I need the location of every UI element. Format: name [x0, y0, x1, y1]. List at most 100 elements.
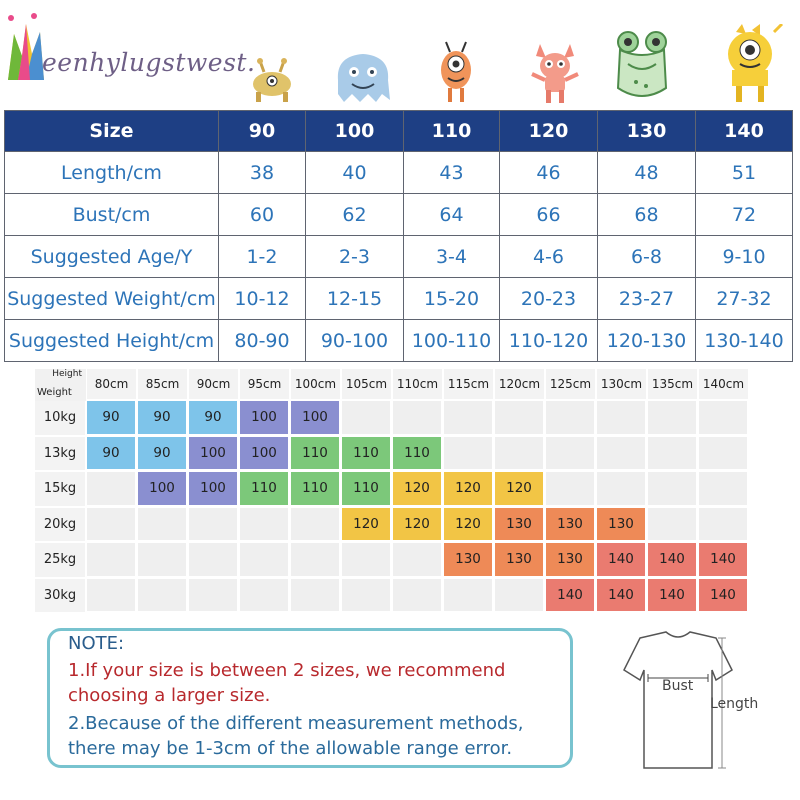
blob-monster-icon [337, 54, 390, 102]
grid-cell: 90 [138, 401, 186, 434]
grid-cell: 140 [597, 578, 645, 611]
grid-cell [291, 543, 339, 576]
table-cell: 15-20 [403, 277, 500, 320]
table-cell: 2-3 [305, 235, 404, 278]
grid-cell: 130 [495, 543, 543, 576]
grid-cell: 120 [393, 507, 441, 540]
size-header-cell: 90 [218, 110, 306, 152]
table-cell: 51 [695, 151, 793, 194]
row-label: Suggested Weight/cm [4, 277, 219, 320]
note-title: NOTE: [68, 633, 125, 654]
size-header-cell: 130 [597, 110, 696, 152]
grid-cell: 100 [240, 436, 288, 469]
size-header-label: Size [4, 110, 219, 152]
table-cell: 1-2 [218, 235, 306, 278]
weight-header-cell: 10kg [35, 401, 85, 435]
grid-cell: 110 [291, 436, 339, 469]
grid-cell [648, 507, 696, 540]
grid-cell: 140 [699, 543, 747, 576]
grid-cell [87, 543, 135, 576]
grid-cell [597, 401, 645, 434]
size-header-cell: 110 [403, 110, 500, 152]
size-table-header-row: Size 90 100 110 120 130 140 [4, 110, 793, 152]
grid-cell [444, 578, 492, 611]
note-line-2a: 2.Because of the different measurement m… [68, 713, 524, 734]
height-header-cell: 115cm [444, 369, 493, 399]
grid-cell [495, 578, 543, 611]
size-table: Size 90 100 110 120 130 140 Length/cm 38… [4, 110, 793, 362]
grid-cell: 130 [546, 543, 594, 576]
table-row: Suggested Age/Y 1-2 2-3 3-4 4-6 6-8 9-10 [4, 235, 793, 278]
height-header-cell: 105cm [342, 369, 391, 399]
grid-cell [240, 578, 288, 611]
grid-cell [699, 507, 747, 540]
table-cell: 20-23 [499, 277, 598, 320]
length-label: Length [710, 696, 758, 712]
frog-monster-icon [616, 31, 668, 97]
height-header-cell: 100cm [291, 369, 340, 399]
grid-cell [699, 401, 747, 434]
grid-cell: 90 [87, 401, 135, 434]
table-cell: 23-27 [597, 277, 696, 320]
grid-cell [342, 578, 390, 611]
grid-cell [546, 472, 594, 505]
grid-cell: 100 [291, 401, 339, 434]
table-cell: 12-15 [305, 277, 404, 320]
grid-cell: 110 [393, 436, 441, 469]
grid-cell: 120 [495, 472, 543, 505]
grid-cell: 120 [444, 507, 492, 540]
row-label: Bust/cm [4, 193, 219, 236]
grid-cell: 90 [87, 436, 135, 469]
table-cell: 120-130 [597, 319, 696, 362]
grid-cell: 140 [699, 578, 747, 611]
height-axis-label: Height [52, 369, 82, 379]
height-header-cell: 95cm [240, 369, 289, 399]
table-cell: 3-4 [403, 235, 500, 278]
grid-cell [240, 543, 288, 576]
grid-cell: 140 [648, 543, 696, 576]
row-label: Length/cm [4, 151, 219, 194]
grid-cell [597, 472, 645, 505]
grid-cell [495, 401, 543, 434]
height-header-cell: 135cm [648, 369, 697, 399]
size-header-cell: 120 [499, 110, 598, 152]
grid-cell [138, 578, 186, 611]
height-header-cell: 90cm [189, 369, 238, 399]
grid-cell [87, 578, 135, 611]
weight-header-cell: 15kg [35, 472, 85, 506]
tshirt-icon: Bust Length [623, 631, 758, 769]
grid-cell: 130 [495, 507, 543, 540]
height-header-cell: 125cm [546, 369, 595, 399]
table-cell: 38 [218, 151, 306, 194]
grid-cell [138, 543, 186, 576]
height-header-cell: 85cm [138, 369, 187, 399]
note-line-2b: there may be 1-3cm of the allowable rang… [68, 738, 513, 759]
grid-cell [495, 436, 543, 469]
grid-cell [393, 543, 441, 576]
weight-axis-label: Weight [37, 387, 72, 398]
table-cell: 62 [305, 193, 404, 236]
note-line-1b: choosing a larger size. [68, 685, 271, 706]
size-header-cell: 140 [695, 110, 793, 152]
bust-label: Bust [662, 678, 694, 694]
grid-cell: 130 [546, 507, 594, 540]
grid-cell [444, 436, 492, 469]
grid-cell: 110 [342, 436, 390, 469]
height-header-cell: 140cm [699, 369, 748, 399]
table-row: Suggested Height/cm 80-90 90-100 100-110… [4, 319, 793, 362]
table-cell: 60 [218, 193, 306, 236]
table-cell: 48 [597, 151, 696, 194]
row-label: Suggested Height/cm [4, 319, 219, 362]
grid-cell [444, 401, 492, 434]
grid-cell [342, 543, 390, 576]
table-cell: 6-8 [597, 235, 696, 278]
height-header-cell: 110cm [393, 369, 442, 399]
grid-cell [342, 401, 390, 434]
note-line-1a: 1.If your size is between 2 sizes, we re… [68, 660, 506, 681]
grid-cell: 130 [597, 507, 645, 540]
grid-cell [648, 472, 696, 505]
table-cell: 27-32 [695, 277, 793, 320]
grid-cell: 90 [138, 436, 186, 469]
height-header-cell: 130cm [597, 369, 646, 399]
grid-cell [699, 436, 747, 469]
